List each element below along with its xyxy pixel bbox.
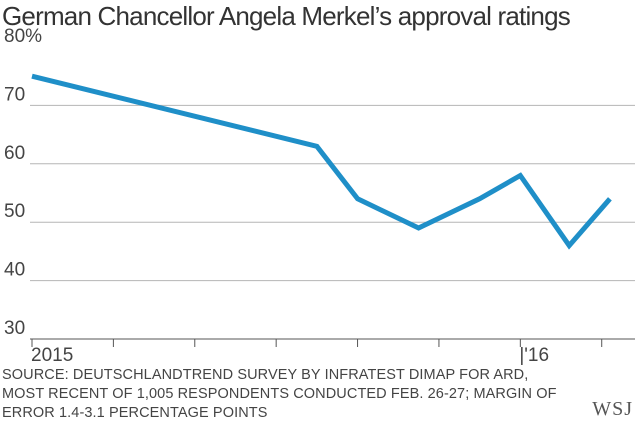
y-tick-label: 30 [4, 318, 25, 339]
y-tick-label: 80% [4, 26, 42, 47]
wsj-logo: WSJ [592, 398, 633, 420]
x-tick-label: |'16 [519, 345, 549, 366]
source-line: ERROR 1.4-3.1 PERCENTAGE POINTS [2, 405, 268, 421]
data-series [31, 73, 612, 250]
source-note: SOURCE: DEUTSCHLANDTREND SURVEY BY INFRA… [2, 366, 602, 423]
y-tick-label: 50 [4, 201, 25, 222]
source-line: MOST RECENT OF 1,005 RESPONDENTS CONDUCT… [2, 386, 557, 402]
source-line: SOURCE: DEUTSCHLANDTREND SURVEY BY INFRA… [2, 367, 529, 383]
x-tick-label: 2015 [31, 345, 73, 366]
y-axis-tick-labels: 80% 70 60 50 40 30 [4, 26, 42, 339]
chart-title: German Chancellor Angela Merkel’s approv… [2, 1, 571, 31]
y-tick-label: 40 [4, 260, 25, 281]
y-tick-label: 60 [4, 143, 25, 164]
approval-rating-line [31, 73, 612, 250]
gridlines [30, 104, 635, 282]
y-tick-label: 70 [4, 84, 25, 105]
x-axis: 2015 |'16 [30, 338, 635, 366]
